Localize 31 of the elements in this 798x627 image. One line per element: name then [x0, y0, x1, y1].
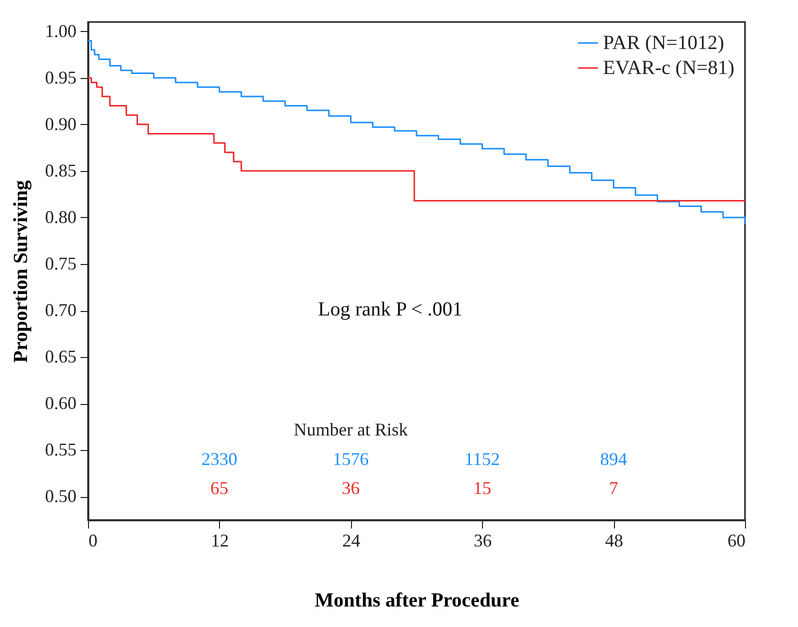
annotation: 36: [342, 478, 360, 498]
annotation: 1576: [332, 449, 369, 470]
annotation: 65: [210, 478, 228, 498]
y-tick-label: 0.75: [45, 254, 76, 274]
y-tick-label: 0.65: [45, 346, 76, 367]
y-tick-label: 0.85: [45, 160, 76, 180]
y-tick-label: 0.55: [45, 440, 76, 460]
x-tick-label: 60: [728, 530, 746, 550]
x-tick-label: 24: [342, 530, 360, 550]
annotation: 894: [600, 449, 628, 470]
x-tick-label: 48: [605, 530, 624, 550]
y-tick-label: 0.50: [45, 486, 76, 506]
annotation: Log rank P < .001: [318, 298, 462, 320]
y-tick-label: 0.80: [45, 206, 76, 227]
x-axis-title: Months after Procedure: [314, 590, 520, 612]
x-tick-label: 12: [210, 530, 229, 550]
y-tick-label: 0.60: [45, 393, 76, 414]
legend-label: PAR (N=1012): [603, 32, 724, 54]
annotation: Number at Risk: [294, 419, 408, 440]
y-tick-label: 0.90: [45, 114, 76, 134]
annotation: 2330: [201, 449, 238, 470]
legend-label: EVAR-c (N=81): [603, 57, 734, 79]
annotation: 1152: [464, 449, 500, 470]
x-tick-label: 36: [474, 530, 492, 550]
annotation: 7: [609, 478, 618, 498]
y-tick-label: 0.70: [45, 300, 76, 320]
x-tick-label: 0: [88, 530, 98, 550]
y-tick-label: 1.00: [45, 20, 76, 41]
annotation: 15: [473, 478, 492, 498]
y-axis-title: Proportion Surviving: [10, 180, 32, 363]
y-tick-label: 0.95: [45, 67, 76, 88]
